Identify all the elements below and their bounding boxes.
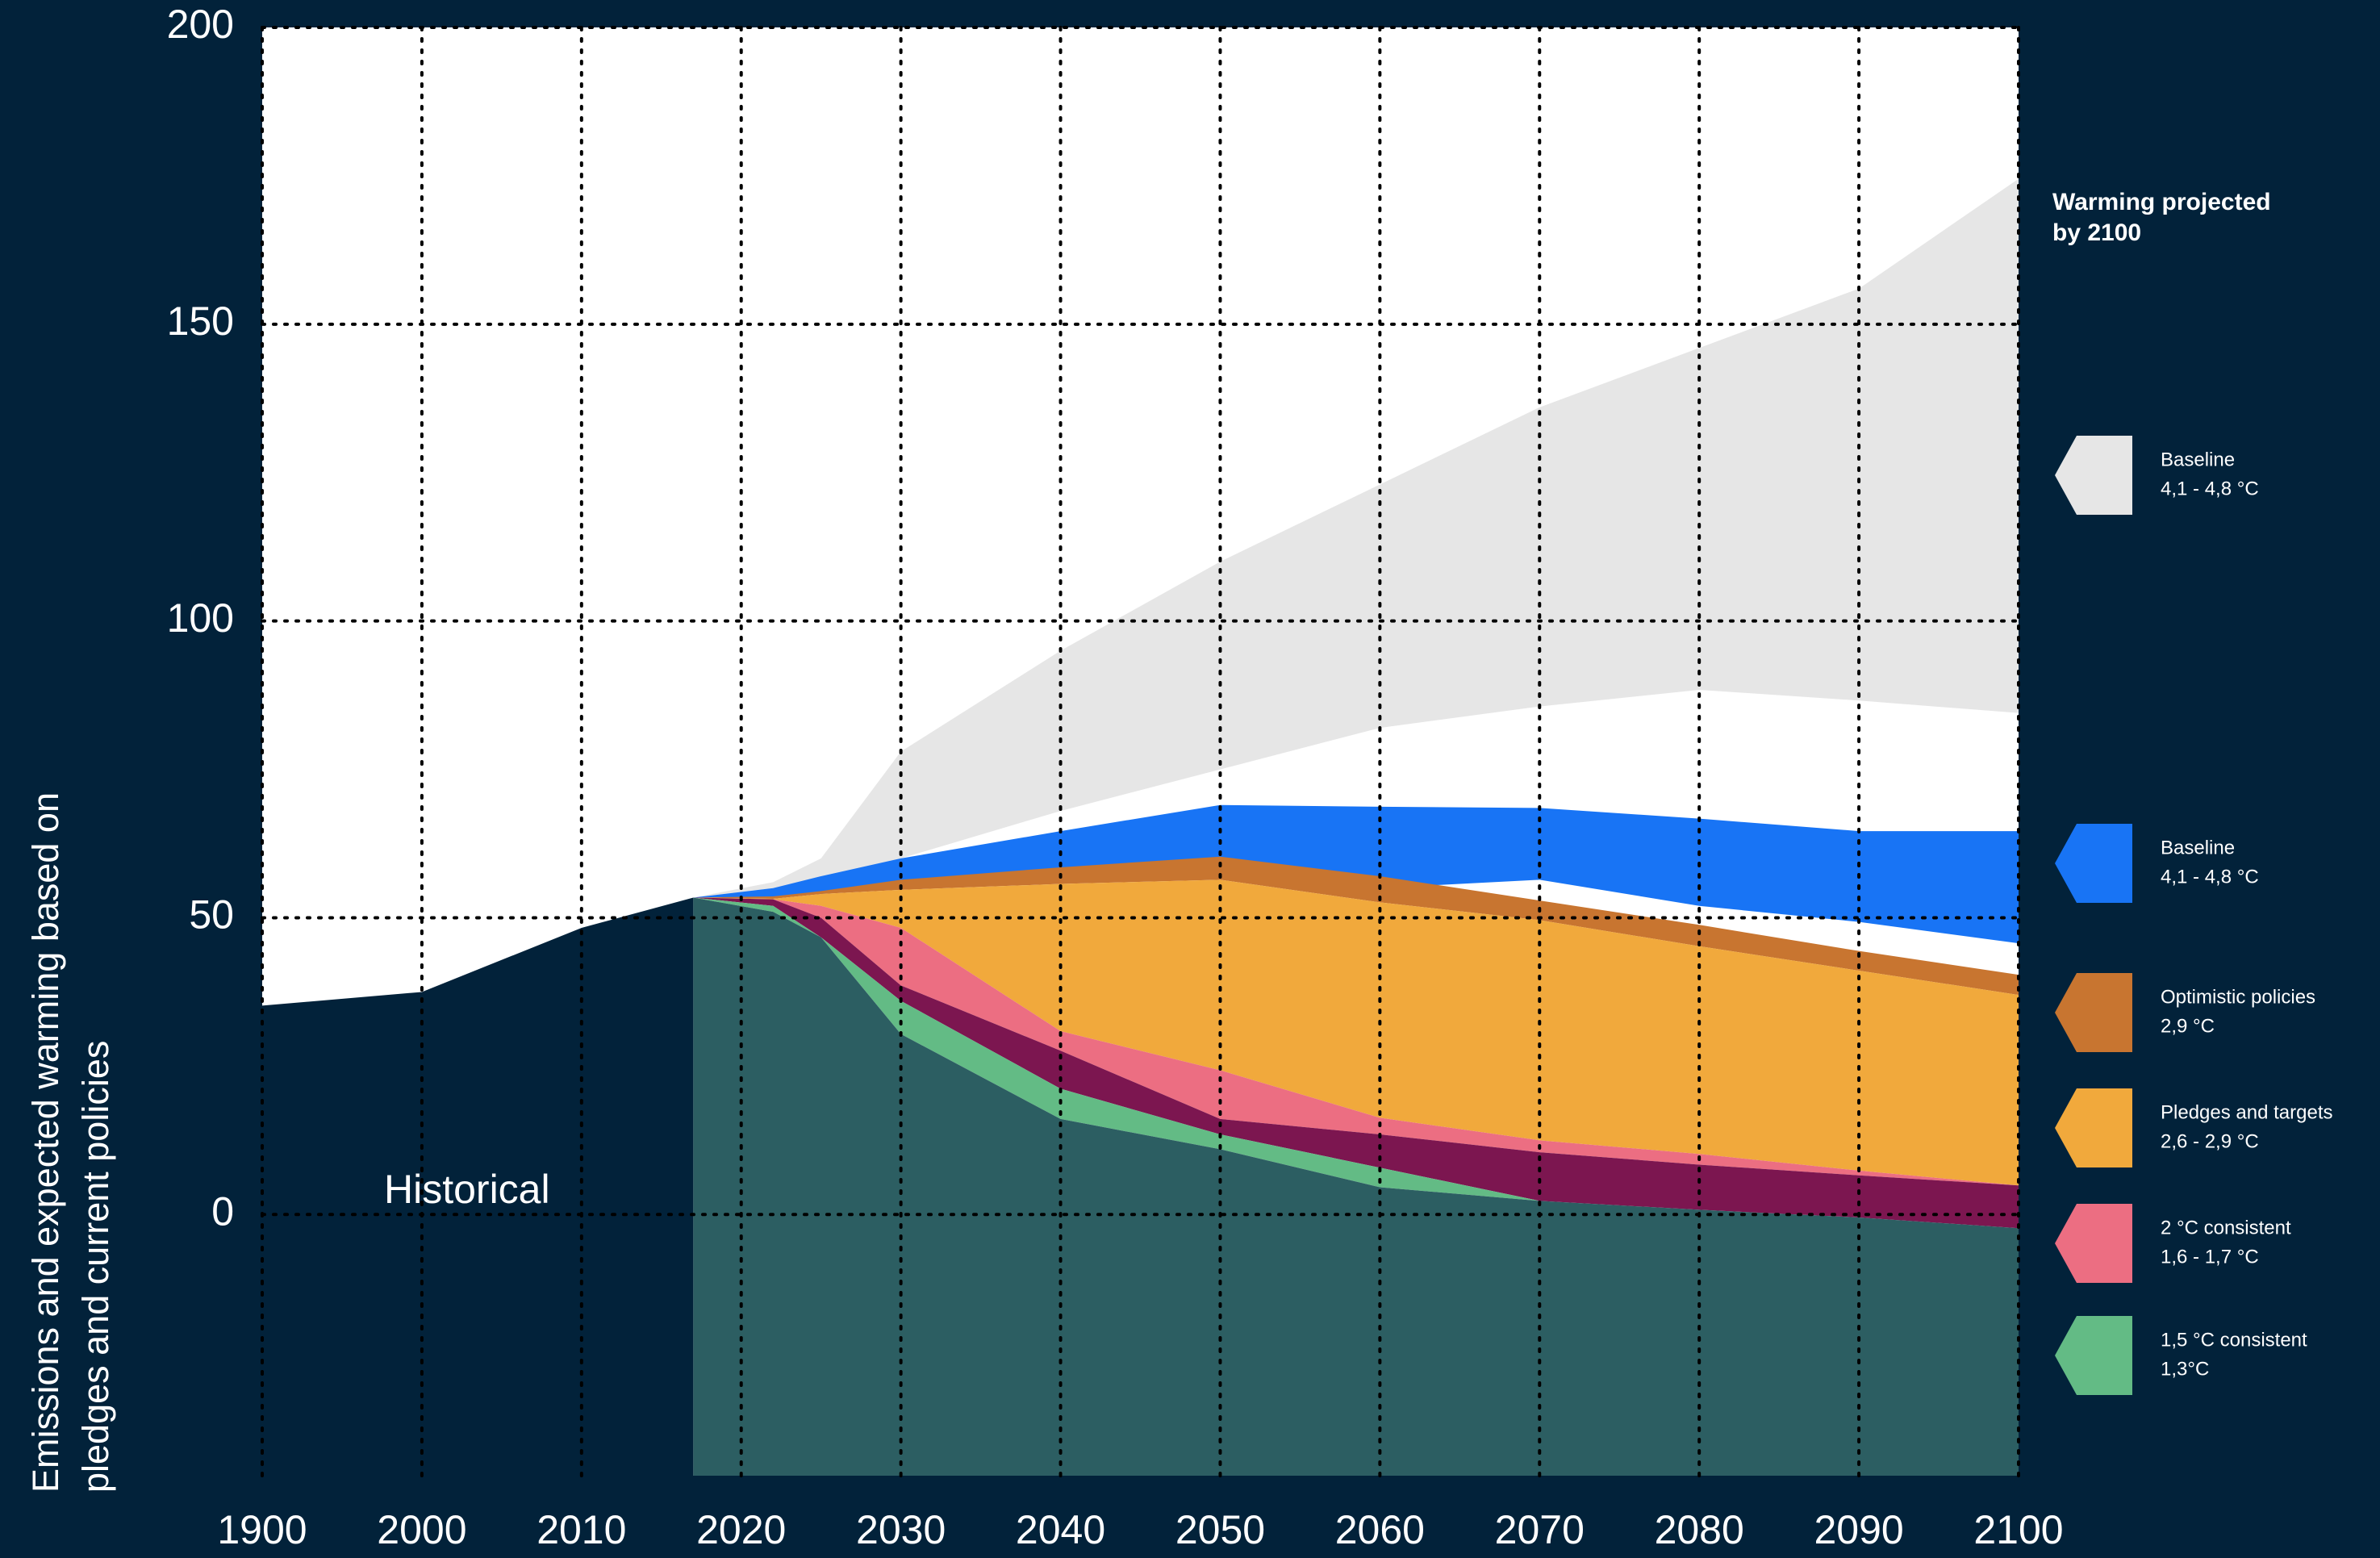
- legend-range: 4,1 - 4,8 °C: [2161, 478, 2259, 499]
- legend-range: 2,9 °C: [2161, 1015, 2215, 1037]
- legend-range: 4,1 - 4,8 °C: [2161, 866, 2259, 888]
- y-axis-title-line: pledges and current policies: [75, 1041, 116, 1493]
- y-axis-title-line: Emissions and expected warming based on: [25, 792, 66, 1493]
- historical-label: Historical: [384, 1167, 550, 1212]
- legend-label: Baseline: [2161, 837, 2235, 858]
- legend-swatch: [2055, 1088, 2132, 1167]
- x-tick-label: 2000: [377, 1507, 466, 1552]
- x-tick-label: 2040: [1016, 1507, 1105, 1552]
- legend-range: 1,6 - 1,7 °C: [2161, 1246, 2259, 1268]
- band-area: [693, 897, 2019, 1229]
- legend-label: Pledges and targets: [2161, 1101, 2332, 1123]
- x-tick-label: 2080: [1655, 1507, 1744, 1552]
- legend-label: 2 °C consistent: [2161, 1217, 2291, 1238]
- legend-swatch: [2055, 436, 2132, 515]
- y-tick-label: 0: [211, 1189, 234, 1234]
- x-tick-label: 2010: [537, 1507, 626, 1552]
- legend-range: 2,6 - 2,9 °C: [2161, 1130, 2259, 1152]
- legend-title: by 2100: [2052, 219, 2141, 246]
- legend-range: 1,3°C: [2161, 1358, 2209, 1380]
- historical-area: [262, 897, 694, 1476]
- x-tick-label: 2050: [1175, 1507, 1265, 1552]
- band-area: [693, 178, 2019, 898]
- y-tick-label: 150: [167, 299, 234, 344]
- x-tick-label: 2030: [856, 1507, 946, 1552]
- y-tick-label: 200: [167, 2, 234, 47]
- band-area: [693, 897, 2019, 1229]
- x-tick-label: 2020: [696, 1507, 786, 1552]
- legend-swatch: [2055, 824, 2132, 903]
- band-area: [693, 856, 2019, 996]
- y-tick-label: 100: [167, 595, 234, 641]
- x-tick-label: 2070: [1495, 1507, 1585, 1552]
- legend-swatch: [2055, 973, 2132, 1052]
- x-tick-label: 2100: [1973, 1507, 2063, 1552]
- x-tick-label: 1900: [217, 1507, 307, 1552]
- legend-swatch: [2055, 1204, 2132, 1283]
- y-tick-label: 50: [189, 892, 234, 938]
- legend-label: Optimistic policies: [2161, 986, 2315, 1008]
- legend-title: Warming projected: [2052, 189, 2271, 215]
- x-tick-label: 2090: [1814, 1507, 1903, 1552]
- legend-label: Baseline: [2161, 449, 2235, 470]
- band-area: [693, 879, 2019, 1186]
- legend-swatch: [2055, 1316, 2132, 1395]
- band-area: [693, 897, 2019, 1186]
- y-axis-title: Emissions and expected warming based on …: [25, 792, 116, 1493]
- x-tick-label: 2060: [1335, 1507, 1425, 1552]
- legend-label: 1,5 °C consistent: [2161, 1329, 2307, 1351]
- band-area: [693, 897, 2019, 1476]
